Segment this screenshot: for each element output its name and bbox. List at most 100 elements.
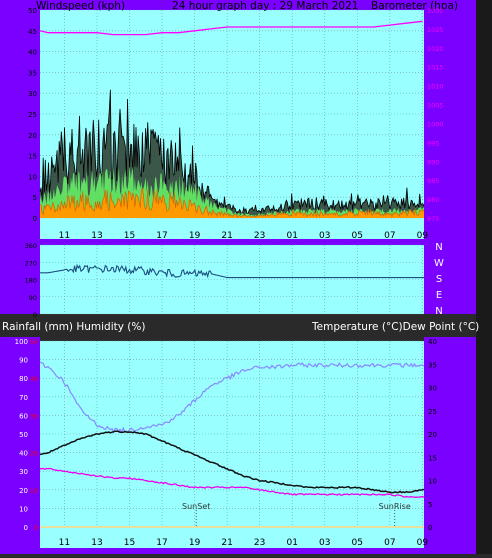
wind-ytick-label: 40 (28, 49, 37, 57)
rain-ytick-label: 50 (30, 338, 38, 346)
lower-xaxis-band (40, 531, 424, 548)
temperature-ytick-label: 5 (428, 501, 432, 509)
dew-point-series (40, 467, 425, 498)
lower-xtick-label: 21 (221, 538, 232, 548)
humidity-ytick-label: 10 (19, 505, 28, 513)
humidity-ytick-label: 90 (19, 357, 28, 365)
direction-ytick-label: 180 (25, 277, 37, 285)
lower-xtick-label: 03 (319, 538, 330, 548)
wind-xtick-label: 23 (254, 231, 265, 241)
humidity-ytick-label: 20 (19, 487, 28, 495)
rain-humidity-title: Rainfall (mm) Humidity (%) (2, 321, 145, 333)
barometer-ytick-label: 1020 (427, 45, 444, 53)
wind-xtick-label: 21 (221, 231, 232, 241)
barometer-ytick-label: 975 (427, 215, 439, 223)
direction-label: S (436, 274, 442, 285)
rain-ytick-label: 40 (30, 375, 38, 383)
lower-xtick-label: 07 (384, 538, 395, 548)
wind-ytick-label: 20 (28, 132, 37, 140)
rain-ytick-label: 0 (34, 524, 38, 532)
sunrise-label: SunRise (379, 502, 411, 511)
wind-speed-line (39, 187, 425, 219)
direction-ytick-label: 360 (25, 242, 37, 250)
wind-xtick-label: 05 (352, 231, 363, 241)
humidity-ytick-label: 40 (19, 450, 28, 458)
frame-right (424, 0, 476, 554)
temperature-ytick-label: 25 (428, 408, 437, 416)
barometer-ytick-label: 1010 (427, 83, 444, 91)
frame-top (0, 0, 476, 10)
direction-series (40, 263, 424, 279)
wind-xtick-label: 13 (91, 231, 102, 241)
direction-label: E (436, 290, 442, 301)
direction-ytick-label: 90 (29, 294, 37, 302)
temperature-ytick-label: 30 (428, 385, 437, 393)
temperature-ytick-label: 15 (428, 454, 437, 462)
wind-gust-line (39, 89, 425, 215)
lower-xtick-label: 23 (254, 538, 265, 548)
lower-xtick-label: 19 (189, 538, 201, 548)
rain-ytick-label: 20 (30, 450, 38, 458)
temp-dew-title: Temperature (°C)Dew Point (°C) (311, 321, 479, 333)
barometer-ytick-label: 1000 (427, 120, 444, 128)
direction-label: N (435, 242, 442, 253)
temperature-ytick-label: 20 (428, 431, 437, 439)
barometer-ytick-label: 1015 (427, 64, 444, 72)
wind-ytick-label: 0 (33, 215, 37, 223)
wind-xtick-label: 15 (124, 231, 135, 241)
humidity-ytick-label: 0 (24, 524, 28, 532)
direction-ytick-label: 270 (25, 259, 37, 267)
wind-xaxis-band (40, 223, 424, 239)
wind-xtick-label: 03 (319, 231, 330, 241)
sunset-label: SunSet (182, 502, 210, 511)
humidity-ytick-label: 100 (15, 338, 28, 346)
temperature-ytick-label: 10 (428, 478, 437, 486)
barometer-ytick-label: 990 (427, 158, 439, 166)
temperature-ytick-label: 0 (428, 524, 432, 532)
humidity-ytick-label: 80 (19, 375, 28, 383)
wind-ytick-label: 30 (28, 90, 37, 98)
lower-plot-area (40, 341, 424, 531)
barometer-ytick-label: 995 (427, 139, 439, 147)
humidity-ytick-label: 50 (19, 431, 28, 439)
barometer-axis-title: Barometer (hpa) (371, 0, 458, 12)
direction-label: N (435, 306, 442, 317)
lower-xtick-label: 13 (91, 538, 102, 548)
humidity-ytick-label: 30 (19, 468, 28, 476)
wind-ytick-label: 35 (28, 69, 37, 77)
lower-xtick-label: 01 (286, 538, 297, 548)
lower-xtick-label: 09 (417, 538, 429, 548)
chart-title: 24 hour graph day : 29 March 2021 (172, 0, 358, 12)
wind-ytick-label: 25 (28, 111, 37, 119)
lower-xtick-label: 11 (59, 538, 70, 548)
direction-label: W (434, 258, 444, 269)
humidity-ytick-label: 60 (19, 412, 28, 420)
barometer-ytick-label: 985 (427, 177, 439, 185)
direction-ytick-label: 0 (33, 311, 37, 319)
wind-xtick-label: 09 (417, 231, 429, 241)
barometer-ytick-label: 980 (427, 196, 439, 204)
frame-lower-header (0, 317, 476, 337)
temperature-ytick-label: 40 (428, 338, 437, 346)
frame-bottom (0, 548, 476, 554)
rain-ytick-label: 30 (30, 412, 38, 420)
lower-xtick-label: 17 (156, 538, 167, 548)
wind-xtick-label: 11 (59, 231, 70, 241)
wind-gust-series (40, 89, 424, 218)
lower-xtick-label: 05 (352, 538, 363, 548)
right-strip (476, 0, 492, 554)
wind-xtick-label: 17 (156, 231, 167, 241)
wind-xtick-label: 01 (286, 231, 297, 241)
barometer-ytick-label: 1025 (427, 26, 444, 34)
rain-ytick-label: 10 (30, 487, 38, 495)
wind-ytick-label: 10 (28, 173, 37, 181)
lower-xtick-label: 15 (124, 538, 135, 548)
wind-ytick-label: 5 (33, 194, 37, 202)
wind-ytick-label: 45 (28, 28, 37, 36)
wind-xtick-label: 07 (384, 231, 395, 241)
wind-axis-title: Windspeed (kph) (36, 0, 125, 12)
humidity-ytick-label: 70 (19, 394, 28, 402)
wind-ytick-label: 15 (28, 153, 37, 161)
temperature-series (39, 430, 425, 494)
